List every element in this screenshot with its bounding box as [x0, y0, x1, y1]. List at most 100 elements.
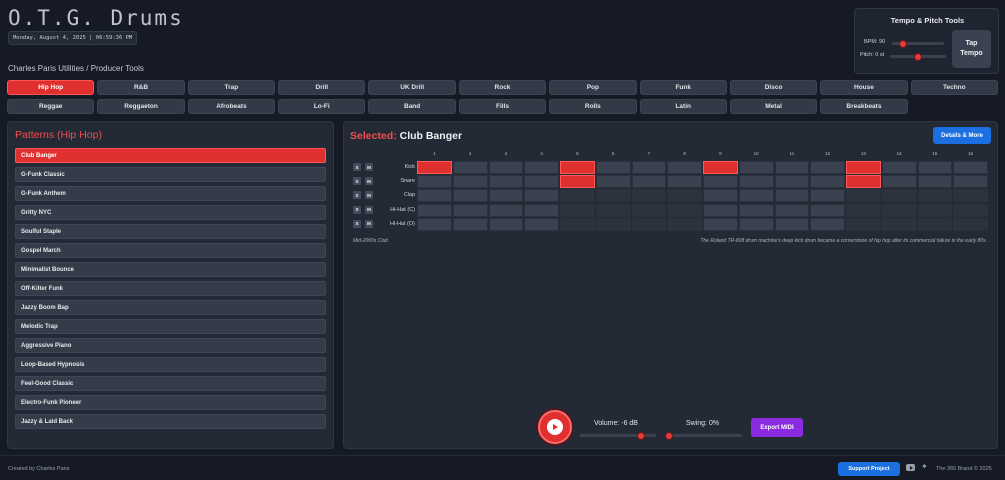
- step-cell[interactable]: [917, 175, 953, 189]
- bpm-slider[interactable]: [892, 39, 944, 48]
- mute-button[interactable]: M: [365, 205, 373, 214]
- pattern-item[interactable]: Gritty NYC: [15, 205, 326, 220]
- genre-tab[interactable]: Afrobeats: [187, 99, 276, 114]
- tap-tempo-button[interactable]: Tap Tempo: [952, 30, 991, 68]
- step-cell[interactable]: [524, 217, 559, 231]
- pattern-item[interactable]: Club Banger: [15, 148, 326, 163]
- step-cell[interactable]: [774, 175, 810, 189]
- genre-tab[interactable]: UK Drill: [368, 80, 456, 95]
- step-cell[interactable]: [774, 217, 810, 231]
- step-cell[interactable]: [667, 175, 702, 189]
- genre-tab[interactable]: Funk: [639, 80, 727, 95]
- solo-button[interactable]: S: [353, 205, 361, 214]
- step-cell[interactable]: [738, 217, 774, 231]
- step-cell[interactable]: [881, 175, 917, 189]
- step-cell[interactable]: [703, 203, 738, 217]
- step-cell[interactable]: [417, 217, 452, 231]
- step-cell[interactable]: [560, 217, 595, 231]
- genre-tab[interactable]: Metal: [729, 99, 818, 114]
- step-cell[interactable]: [452, 203, 488, 217]
- step-cell[interactable]: [881, 203, 917, 217]
- step-cell[interactable]: [560, 189, 595, 203]
- pattern-item[interactable]: Jazzy & Laid Back: [15, 414, 326, 429]
- step-cell[interactable]: [810, 161, 845, 174]
- step-cell[interactable]: [488, 161, 524, 174]
- step-cell[interactable]: [631, 203, 667, 217]
- step-cell[interactable]: [524, 161, 559, 174]
- step-cell[interactable]: [881, 217, 917, 231]
- genre-tab[interactable]: Rock: [458, 80, 547, 95]
- step-cell[interactable]: [703, 189, 738, 203]
- step-cell[interactable]: [917, 217, 953, 231]
- swing-slider-knob[interactable]: [665, 431, 674, 440]
- step-cell[interactable]: [917, 161, 953, 174]
- step-cell[interactable]: [953, 189, 988, 203]
- step-cell[interactable]: [595, 175, 631, 189]
- step-cell[interactable]: [417, 161, 452, 174]
- step-cell[interactable]: [810, 189, 845, 203]
- step-cell[interactable]: [774, 189, 810, 203]
- genre-tab[interactable]: Hip Hop: [7, 80, 95, 95]
- swing-slider[interactable]: [665, 431, 742, 440]
- genre-tab[interactable]: Pop: [549, 80, 637, 95]
- genre-tab[interactable]: Lo-Fi: [278, 99, 366, 114]
- step-cell[interactable]: [595, 217, 631, 231]
- step-cell[interactable]: [881, 161, 917, 174]
- pattern-item[interactable]: G-Funk Classic: [15, 167, 326, 182]
- play-button[interactable]: [538, 410, 572, 444]
- mute-button[interactable]: M: [365, 177, 373, 186]
- step-cell[interactable]: [917, 189, 953, 203]
- step-cell[interactable]: [488, 175, 524, 189]
- step-cell[interactable]: [738, 161, 774, 174]
- mute-button[interactable]: M: [365, 191, 373, 200]
- genre-tab[interactable]: Drill: [278, 80, 366, 95]
- volume-slider[interactable]: [580, 431, 656, 440]
- mute-button[interactable]: M: [365, 219, 373, 228]
- step-cell[interactable]: [774, 161, 810, 174]
- step-cell[interactable]: [524, 175, 559, 189]
- step-cell[interactable]: [953, 161, 988, 174]
- genre-tab[interactable]: Fills: [458, 99, 547, 114]
- step-cell[interactable]: [488, 217, 524, 231]
- pattern-item[interactable]: G-Funk Anthem: [15, 186, 326, 201]
- step-cell[interactable]: [595, 203, 631, 217]
- twitter-icon[interactable]: ✦: [921, 462, 928, 471]
- genre-tab[interactable]: Band: [368, 99, 456, 114]
- genre-tab[interactable]: Breakbeats: [820, 99, 908, 114]
- solo-button[interactable]: S: [353, 191, 361, 200]
- pattern-item[interactable]: Loop-Based Hypnosis: [15, 357, 326, 372]
- solo-button[interactable]: S: [353, 163, 361, 171]
- step-cell[interactable]: [738, 189, 774, 203]
- step-cell[interactable]: [560, 203, 595, 217]
- step-cell[interactable]: [560, 161, 595, 174]
- step-cell[interactable]: [667, 217, 702, 231]
- step-cell[interactable]: [631, 161, 667, 174]
- export-midi-button[interactable]: Export MIDI: [751, 418, 803, 437]
- genre-tab[interactable]: Rolls: [549, 99, 637, 114]
- step-cell[interactable]: [417, 189, 452, 203]
- genre-tab[interactable]: Trap: [187, 80, 276, 95]
- step-cell[interactable]: [953, 175, 988, 189]
- solo-button[interactable]: S: [353, 219, 361, 228]
- pattern-item[interactable]: Feel-Good Classic: [15, 376, 326, 391]
- step-cell[interactable]: [738, 203, 774, 217]
- mute-button[interactable]: M: [365, 163, 373, 171]
- genre-tab[interactable]: Techno: [910, 80, 998, 95]
- step-cell[interactable]: [524, 203, 559, 217]
- step-cell[interactable]: [703, 217, 738, 231]
- step-cell[interactable]: [774, 203, 810, 217]
- step-cell[interactable]: [846, 175, 881, 189]
- step-cell[interactable]: [417, 175, 452, 189]
- step-cell[interactable]: [703, 161, 738, 174]
- step-cell[interactable]: [917, 203, 953, 217]
- step-cell[interactable]: [810, 217, 845, 231]
- pattern-item[interactable]: Aggressive Piano: [15, 338, 326, 353]
- pattern-item[interactable]: Minimalist Bounce: [15, 262, 326, 277]
- step-cell[interactable]: [846, 217, 881, 231]
- step-cell[interactable]: [667, 189, 702, 203]
- genre-tab[interactable]: Reggaeton: [97, 99, 185, 114]
- step-cell[interactable]: [452, 217, 488, 231]
- step-cell[interactable]: [667, 161, 702, 174]
- step-cell[interactable]: [953, 217, 988, 231]
- step-cell[interactable]: [738, 175, 774, 189]
